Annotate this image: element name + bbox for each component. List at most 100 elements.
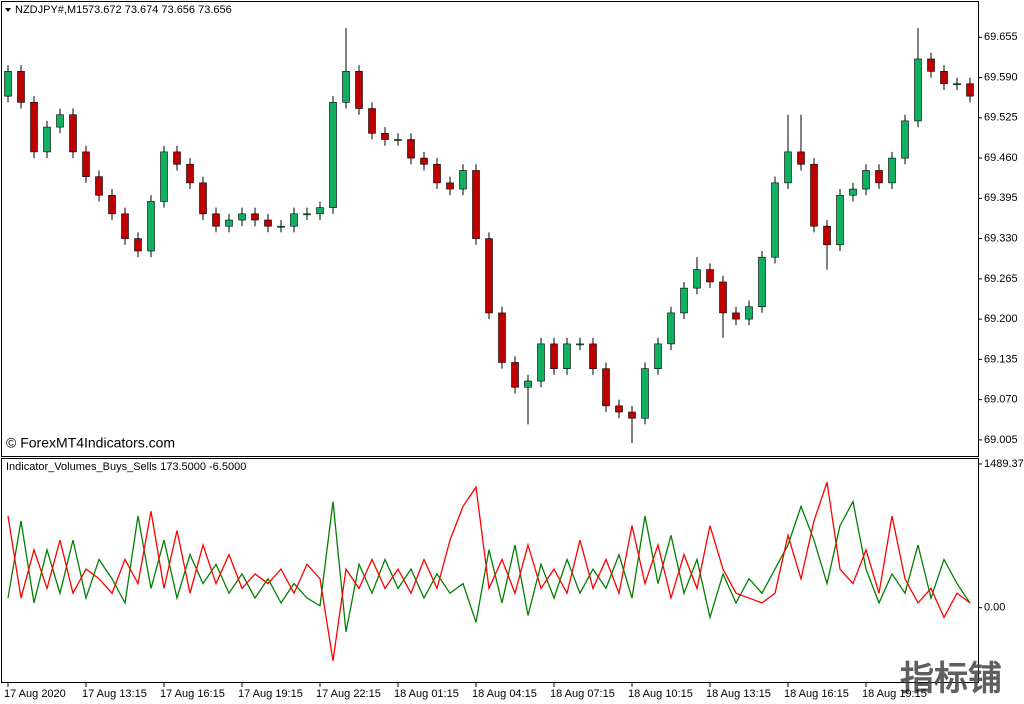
y-tick-label: 69.005 (984, 434, 1018, 446)
watermark-text: © ForexMT4Indicators.com (6, 435, 175, 451)
candle-body (940, 71, 948, 85)
candle-body (901, 120, 909, 159)
candle-body (316, 207, 324, 215)
candle-body (745, 306, 753, 320)
candle-body (329, 102, 337, 208)
x-tick-label: 17 Aug 2020 (4, 688, 66, 700)
candle-body (4, 71, 12, 97)
candle-body (576, 343, 584, 346)
candle-body (953, 83, 961, 86)
chart-title: NZDJPY#,M15 (15, 4, 88, 16)
candle-body (693, 269, 701, 289)
y-tick-label: 69.525 (984, 112, 1018, 124)
candle-body (342, 71, 350, 103)
candle-body (888, 157, 896, 184)
candle-body (95, 176, 103, 196)
candle-body (355, 71, 363, 109)
x-tick-label: 18 Aug 16:15 (784, 688, 849, 700)
candle-body (394, 139, 402, 141)
candle-body (589, 343, 597, 369)
candle-body (108, 194, 116, 215)
x-tick-label: 18 Aug 07:15 (550, 688, 615, 700)
candle-body (186, 163, 194, 184)
y-tick-label: 1489.375 (984, 458, 1024, 470)
candle-body (966, 83, 974, 97)
candle-body (121, 213, 129, 239)
candle-body (719, 281, 727, 314)
candle-body (160, 151, 168, 202)
candle-body (849, 188, 857, 196)
candle-body (862, 170, 870, 190)
candle-body (472, 170, 480, 239)
menu-icon (5, 8, 11, 12)
candle-body (537, 343, 545, 382)
candle-body (485, 238, 493, 314)
x-tick-label: 17 Aug 16:15 (160, 688, 225, 700)
y-tick-label: 69.265 (984, 273, 1018, 285)
candle-body (407, 139, 415, 159)
candle-body (641, 368, 649, 419)
y-tick-label: 0.00 (984, 602, 1005, 614)
chart-subtitle: 73.672 73.674 73.656 73.656 (88, 4, 232, 16)
candle-body (550, 343, 558, 369)
x-tick-label: 17 Aug 19:15 (238, 688, 303, 700)
candle-body (459, 170, 467, 190)
candle-body (238, 213, 246, 221)
x-tick-label: 18 Aug 19:15 (862, 688, 927, 700)
candle-body (82, 151, 90, 177)
candle-body (212, 213, 220, 227)
candle-body (771, 182, 779, 258)
candle-body (446, 182, 454, 190)
candle-body (628, 411, 636, 419)
candle-body (173, 151, 181, 165)
main-panel (1, 1, 979, 457)
candle-body (797, 151, 805, 165)
candle-body (69, 114, 77, 153)
x-tick-label: 18 Aug 13:15 (706, 688, 771, 700)
candle-body (667, 312, 675, 345)
x-tick-label: 18 Aug 10:15 (628, 688, 693, 700)
candle-body (433, 163, 441, 184)
candle-body (43, 126, 51, 153)
y-tick-label: 69.590 (984, 71, 1018, 83)
candle-body (654, 343, 662, 369)
site-watermark: 指标铺 (900, 660, 1002, 698)
y-tick-label: 69.200 (984, 313, 1018, 325)
candle-body (290, 213, 298, 227)
candle-body (368, 108, 376, 134)
candle-body (17, 71, 25, 103)
candle-body (810, 163, 818, 227)
candle-body (823, 225, 831, 246)
indicator-line (7, 499, 971, 632)
candle-body (225, 219, 233, 227)
candle-body (147, 201, 155, 252)
x-tick-label: 17 Aug 22:15 (316, 688, 381, 700)
candle-body (732, 312, 740, 320)
y-tick-label: 69.330 (984, 233, 1018, 245)
indicator-panel (1, 458, 979, 683)
candle-body (264, 219, 272, 227)
candle-body (511, 362, 519, 388)
candle-body (303, 213, 311, 216)
candle-body (875, 170, 883, 184)
candle-body (251, 213, 259, 221)
candle-body (784, 151, 792, 184)
candle-body (914, 58, 922, 122)
y-tick-label: 69.395 (984, 192, 1018, 204)
candle-body (758, 256, 766, 308)
candle-body (563, 343, 571, 369)
candle-body (602, 368, 610, 407)
candle-body (56, 114, 64, 128)
candle-body (381, 133, 389, 140)
candle-body (498, 312, 506, 363)
candle-body (524, 380, 532, 388)
y-tick-label: 69.655 (984, 31, 1018, 43)
candle-body (30, 102, 38, 153)
indicator-line (7, 482, 971, 661)
candle-body (134, 238, 142, 252)
y-tick-label: 69.135 (984, 353, 1018, 365)
candle-body (706, 269, 714, 283)
y-tick-label: 69.460 (984, 152, 1018, 164)
